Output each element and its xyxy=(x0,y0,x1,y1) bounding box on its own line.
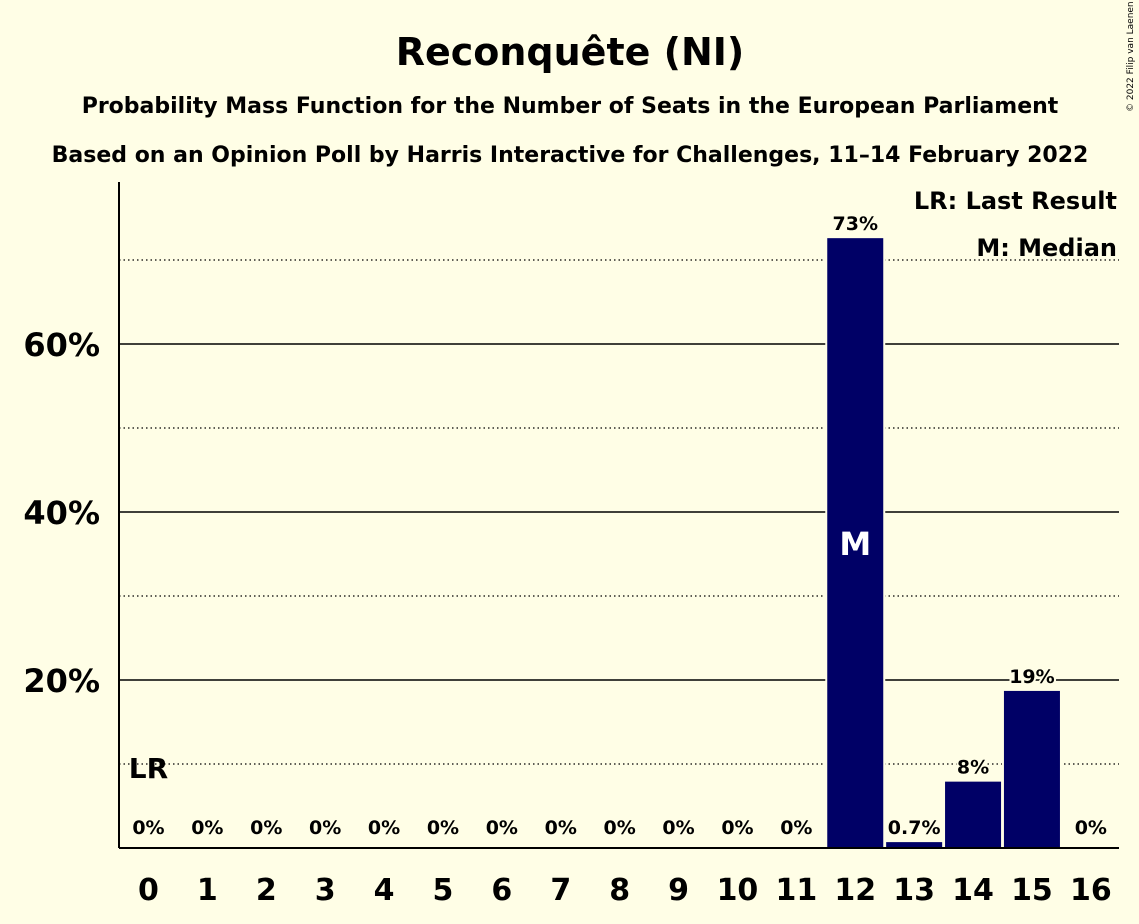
bar xyxy=(827,238,884,848)
x-tick-label: 4 xyxy=(374,873,395,908)
x-tick-label: 10 xyxy=(717,873,759,908)
bar xyxy=(1003,690,1060,848)
y-tick-label: 20% xyxy=(23,662,100,700)
bar-value-label: 0% xyxy=(545,817,577,839)
x-tick-label: 16 xyxy=(1070,873,1112,908)
bar-value-label: 0% xyxy=(427,817,459,839)
copyright-notice: © 2022 Filip van Laenen xyxy=(1126,1,1136,112)
bar-value-label: 0% xyxy=(132,817,164,839)
bar-value-label: 0% xyxy=(250,817,282,839)
bar xyxy=(886,842,943,848)
x-tick-label: 7 xyxy=(550,873,571,908)
x-tick-label: 5 xyxy=(433,873,454,908)
legend-entry: LR: Last Result xyxy=(914,187,1117,215)
x-tick-label: 11 xyxy=(775,873,817,908)
x-tick-label: 8 xyxy=(609,873,630,908)
legend: LR: Last Result M: Median xyxy=(911,185,1119,265)
bar-value-label: 0% xyxy=(486,817,518,839)
x-tick-label: 3 xyxy=(315,873,336,908)
y-tick-label: 40% xyxy=(23,494,100,532)
x-tick-label: 14 xyxy=(952,873,994,908)
chart-subtitle: Probability Mass Function for the Number… xyxy=(82,94,1059,119)
bar-value-label: 0% xyxy=(780,817,812,839)
bar-value-label: 19% xyxy=(1009,666,1054,688)
x-tick-label: 9 xyxy=(668,873,689,908)
bars xyxy=(825,236,1062,848)
y-tick-label: 60% xyxy=(23,326,100,364)
chart-title: Reconquête (NI) xyxy=(396,30,745,74)
bar xyxy=(945,781,1002,848)
bar-value-label: 0% xyxy=(721,817,753,839)
legend-entry: M: Median xyxy=(976,234,1117,262)
median-marker: M xyxy=(839,525,871,563)
x-tick-label: 15 xyxy=(1011,873,1053,908)
axes xyxy=(118,182,1119,849)
x-tick-label: 6 xyxy=(491,873,512,908)
x-tick-label: 13 xyxy=(893,873,935,908)
bar-value-label: 0% xyxy=(191,817,223,839)
bar-value-label: 0% xyxy=(1075,817,1107,839)
bar-value-label: 73% xyxy=(833,213,878,235)
bar-value-label: 0% xyxy=(662,817,694,839)
last-result-marker: LR xyxy=(129,752,168,785)
x-tick-label: 12 xyxy=(834,873,876,908)
x-tick-label: 0 xyxy=(138,873,159,908)
bar-value-label: 0% xyxy=(604,817,636,839)
x-tick-label: 1 xyxy=(197,873,218,908)
bar-value-label: 0.7% xyxy=(888,817,941,839)
chart-subtitle-source: Based on an Opinion Poll by Harris Inter… xyxy=(52,143,1089,168)
bar-labels: 0% 0 0% 1 0% 2 0% 3 0% 4 0% 5 0% 6 0% 7 0% 8 0% 9 0% 10 0% 11 73… xyxy=(129,211,1112,908)
x-tick-label: 2 xyxy=(256,873,277,908)
bar-value-label: 8% xyxy=(957,757,989,779)
bar-value-label: 0% xyxy=(309,817,341,839)
bar-value-label: 0% xyxy=(368,817,400,839)
gridlines: 20% 40% 60% xyxy=(23,259,1119,765)
